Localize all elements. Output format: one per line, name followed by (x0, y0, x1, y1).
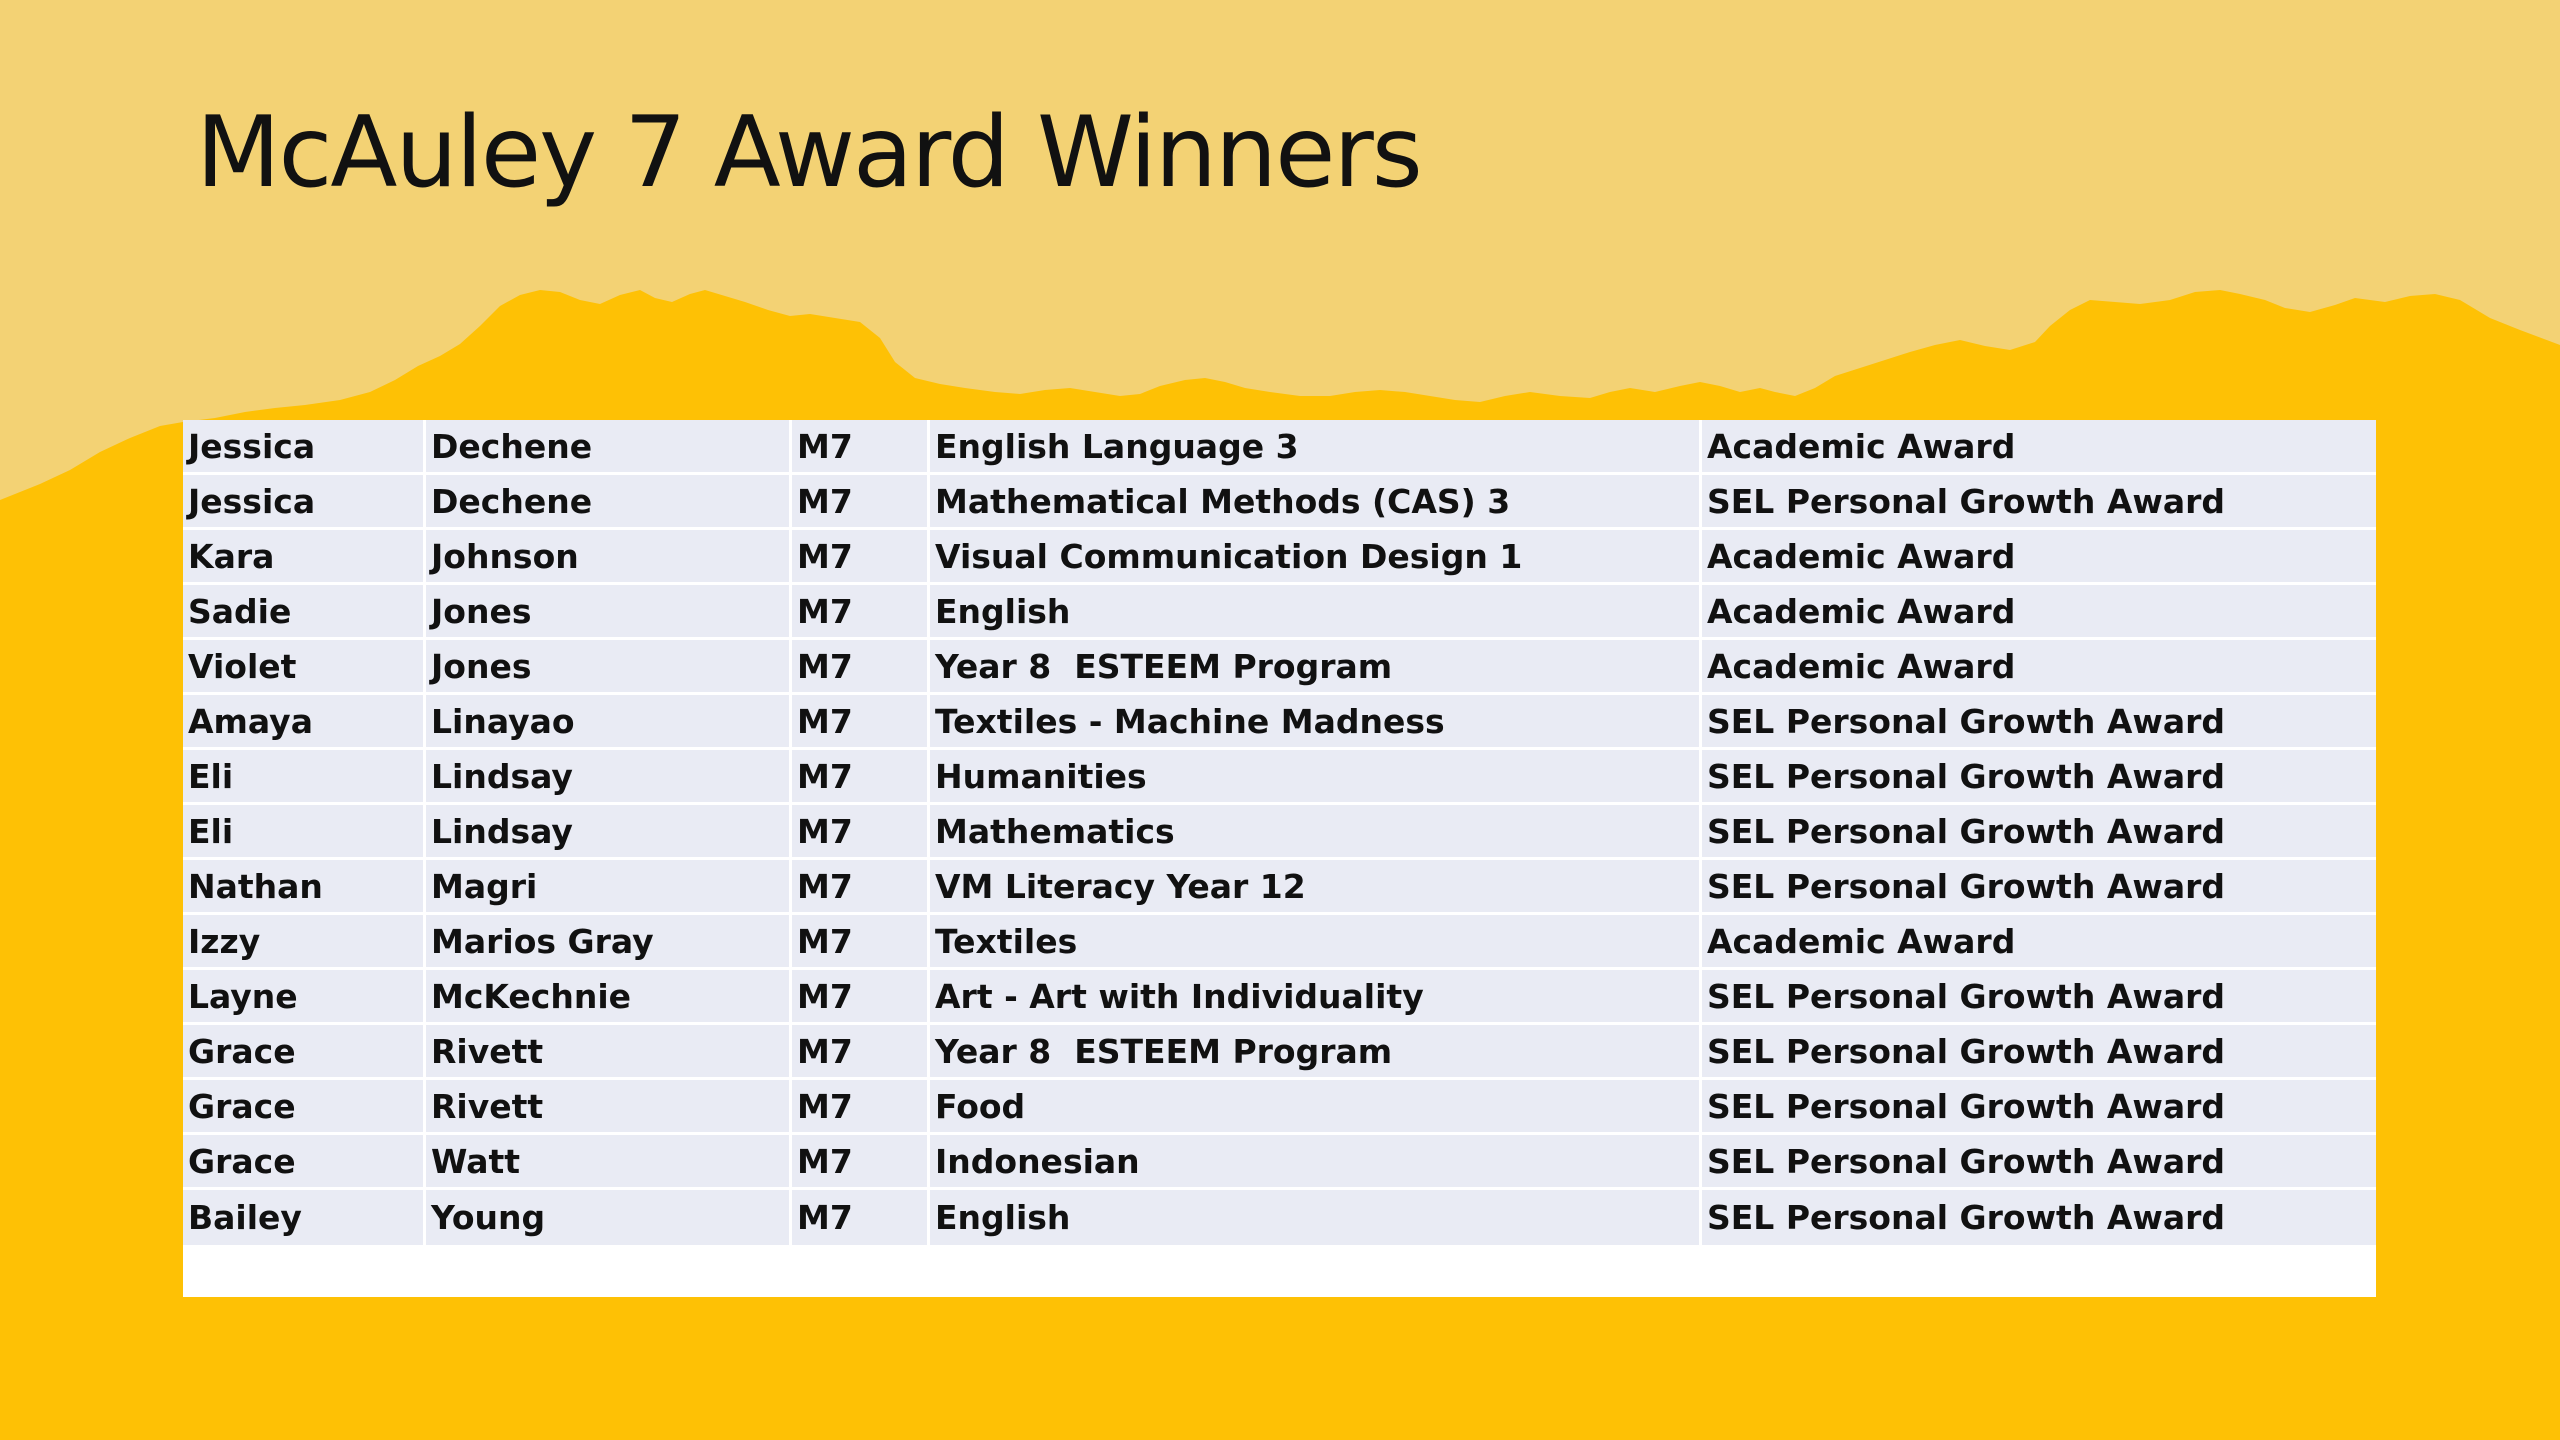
cell-award: SEL Personal Growth Award (1702, 1080, 2376, 1135)
cell-first-name: Kara (183, 530, 426, 585)
cell-first-name: Violet (183, 640, 426, 695)
cell-last-name: Dechene (426, 475, 792, 530)
cell-group: M7 (792, 640, 930, 695)
cell-last-name: Young (426, 1190, 792, 1245)
table-row: Violet Jones M7 Year 8 ESTEEM Program Ac… (183, 640, 2376, 695)
cell-subject: VM Literacy Year 12 (930, 860, 1702, 915)
cell-award: SEL Personal Growth Award (1702, 805, 2376, 860)
slide-title: McAuley 7 Award Winners (196, 96, 1423, 210)
cell-first-name: Grace (183, 1080, 426, 1135)
cell-award: SEL Personal Growth Award (1702, 1135, 2376, 1190)
cell-group: M7 (792, 585, 930, 640)
cell-last-name: Watt (426, 1135, 792, 1190)
cell-award: SEL Personal Growth Award (1702, 970, 2376, 1025)
cell-group: M7 (792, 1135, 930, 1190)
cell-last-name: Lindsay (426, 750, 792, 805)
cell-subject: Mathematical Methods (CAS) 3 (930, 475, 1702, 530)
cell-subject: Textiles (930, 915, 1702, 970)
cell-subject: Visual Communication Design 1 (930, 530, 1702, 585)
cell-last-name: Magri (426, 860, 792, 915)
table-row: Sadie Jones M7 English Academic Award (183, 585, 2376, 640)
cell-subject: Humanities (930, 750, 1702, 805)
cell-group: M7 (792, 475, 930, 530)
cell-award: SEL Personal Growth Award (1702, 1190, 2376, 1245)
cell-subject: Textiles - Machine Madness (930, 695, 1702, 750)
table-row: Nathan Magri M7 VM Literacy Year 12 SEL … (183, 860, 2376, 915)
cell-group: M7 (792, 530, 930, 585)
cell-subject: Year 8 ESTEEM Program (930, 640, 1702, 695)
cell-group: M7 (792, 970, 930, 1025)
table-row: Jessica Dechene M7 Mathematical Methods … (183, 475, 2376, 530)
cell-first-name: Layne (183, 970, 426, 1025)
cell-last-name: Rivett (426, 1080, 792, 1135)
cell-first-name: Jessica (183, 475, 426, 530)
awards-table-container: Jessica Dechene M7 English Language 3 Ac… (183, 420, 2376, 1297)
cell-group: M7 (792, 1025, 930, 1080)
cell-last-name: Jones (426, 585, 792, 640)
cell-subject: English (930, 585, 1702, 640)
cell-group: M7 (792, 860, 930, 915)
awards-table: Jessica Dechene M7 English Language 3 Ac… (183, 420, 2376, 1245)
cell-last-name: Marios Gray (426, 915, 792, 970)
cell-first-name: Eli (183, 805, 426, 860)
table-row: Eli Lindsay M7 Mathematics SEL Personal … (183, 805, 2376, 860)
table-row: Kara Johnson M7 Visual Communication Des… (183, 530, 2376, 585)
cell-award: Academic Award (1702, 640, 2376, 695)
cell-subject: English (930, 1190, 1702, 1245)
cell-subject: Food (930, 1080, 1702, 1135)
awards-table-body: Jessica Dechene M7 English Language 3 Ac… (183, 420, 2376, 1245)
table-row: Eli Lindsay M7 Humanities SEL Personal G… (183, 750, 2376, 805)
cell-award: Academic Award (1702, 585, 2376, 640)
cell-award: SEL Personal Growth Award (1702, 750, 2376, 805)
cell-subject: Mathematics (930, 805, 1702, 860)
table-row: Layne McKechnie M7 Art - Art with Indivi… (183, 970, 2376, 1025)
cell-award: SEL Personal Growth Award (1702, 695, 2376, 750)
cell-last-name: Johnson (426, 530, 792, 585)
cell-last-name: Lindsay (426, 805, 792, 860)
cell-first-name: Grace (183, 1025, 426, 1080)
cell-group: M7 (792, 1190, 930, 1245)
cell-subject: English Language 3 (930, 420, 1702, 475)
cell-first-name: Jessica (183, 420, 426, 475)
cell-first-name: Amaya (183, 695, 426, 750)
cell-award: SEL Personal Growth Award (1702, 475, 2376, 530)
table-row: Bailey Young M7 English SEL Personal Gro… (183, 1190, 2376, 1245)
table-row: Grace Rivett M7 Food SEL Personal Growth… (183, 1080, 2376, 1135)
cell-award: SEL Personal Growth Award (1702, 1025, 2376, 1080)
cell-group: M7 (792, 695, 930, 750)
cell-first-name: Nathan (183, 860, 426, 915)
table-row: Grace Watt M7 Indonesian SEL Personal Gr… (183, 1135, 2376, 1190)
cell-subject: Art - Art with Individuality (930, 970, 1702, 1025)
table-row: Grace Rivett M7 Year 8 ESTEEM Program SE… (183, 1025, 2376, 1080)
cell-subject: Indonesian (930, 1135, 1702, 1190)
cell-last-name: Dechene (426, 420, 792, 475)
cell-last-name: Linayao (426, 695, 792, 750)
cell-award: Academic Award (1702, 530, 2376, 585)
cell-subject: Year 8 ESTEEM Program (930, 1025, 1702, 1080)
top-band-mountain-edge (0, 0, 2560, 500)
cell-group: M7 (792, 750, 930, 805)
cell-first-name: Izzy (183, 915, 426, 970)
cell-group: M7 (792, 1080, 930, 1135)
cell-last-name: Jones (426, 640, 792, 695)
table-row: Izzy Marios Gray M7 Textiles Academic Aw… (183, 915, 2376, 970)
cell-group: M7 (792, 915, 930, 970)
cell-last-name: Rivett (426, 1025, 792, 1080)
cell-group: M7 (792, 420, 930, 475)
cell-award: Academic Award (1702, 420, 2376, 475)
cell-first-name: Grace (183, 1135, 426, 1190)
cell-first-name: Eli (183, 750, 426, 805)
cell-award: SEL Personal Growth Award (1702, 860, 2376, 915)
cell-first-name: Bailey (183, 1190, 426, 1245)
cell-last-name: McKechnie (426, 970, 792, 1025)
cell-group: M7 (792, 805, 930, 860)
cell-award: Academic Award (1702, 915, 2376, 970)
cell-first-name: Sadie (183, 585, 426, 640)
table-row: Jessica Dechene M7 English Language 3 Ac… (183, 420, 2376, 475)
table-row: Amaya Linayao M7 Textiles - Machine Madn… (183, 695, 2376, 750)
